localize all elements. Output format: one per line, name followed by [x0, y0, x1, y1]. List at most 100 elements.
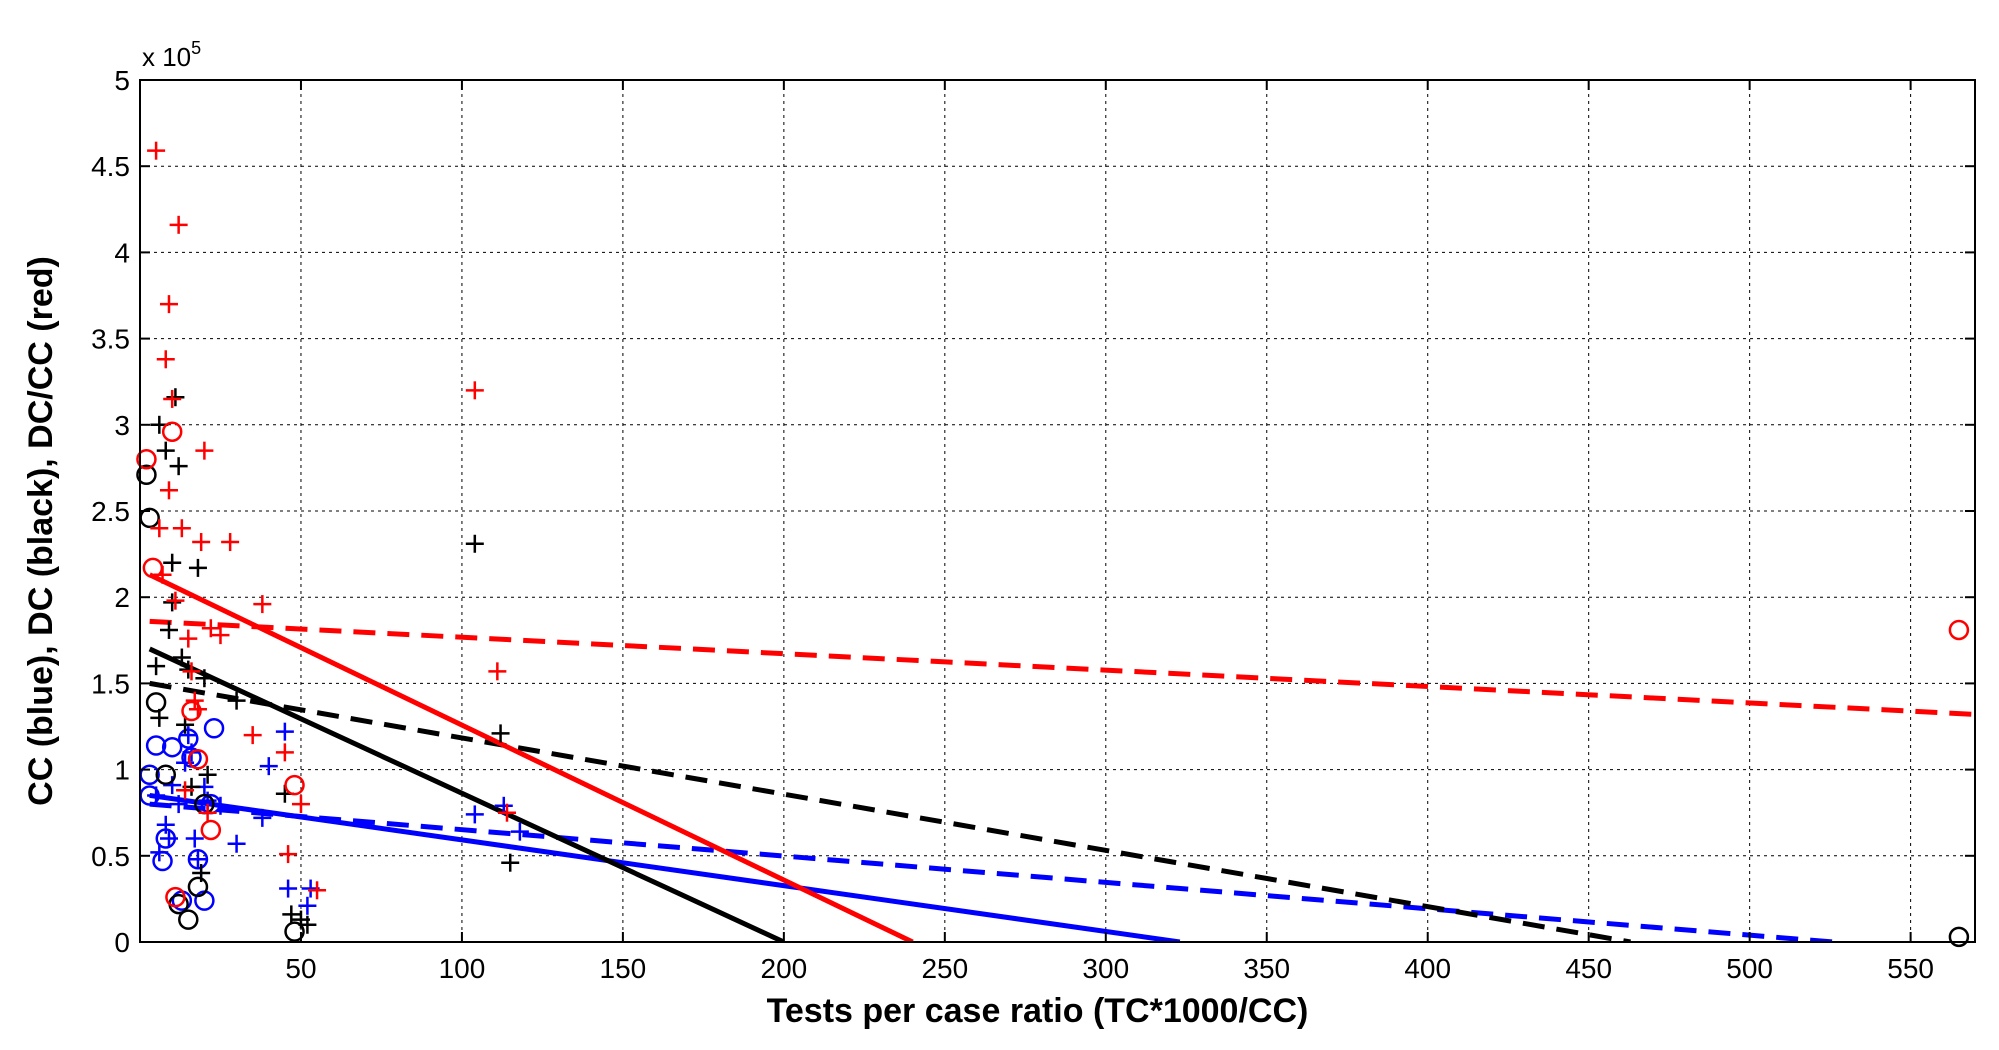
- circle-marker: [1948, 619, 1970, 641]
- trend-line: [148, 572, 914, 942]
- x-tick-label: 250: [921, 953, 968, 984]
- trend-line: [148, 646, 785, 942]
- y-tick-label: 3: [114, 410, 130, 441]
- circle-marker: [152, 850, 173, 872]
- plus-marker: [159, 829, 178, 848]
- plus-marker: [176, 753, 195, 772]
- plus-marker: [308, 881, 327, 900]
- plus-marker: [150, 519, 169, 538]
- x-tick-label: 450: [1565, 953, 1612, 984]
- circle-marker: [165, 886, 186, 908]
- plus-marker: [166, 388, 185, 407]
- plus-marker: [221, 533, 240, 552]
- trend-line: [149, 680, 1631, 942]
- plus-marker: [156, 441, 175, 460]
- x-tick-label: 300: [1082, 953, 1129, 984]
- y-axis-title: CC (blue), DC (black), DC/CC (red): [22, 256, 60, 806]
- plus-marker: [179, 629, 198, 648]
- circle-marker: [1948, 926, 1970, 948]
- x-tick-label: 200: [761, 953, 808, 984]
- plus-marker: [227, 834, 246, 853]
- plus-marker: [163, 593, 182, 612]
- plus-marker: [188, 700, 207, 719]
- y-tick-label: 4.5: [91, 151, 130, 182]
- plus-marker: [147, 141, 166, 160]
- plus-marker: [491, 724, 510, 743]
- x-tick-label: 500: [1726, 953, 1773, 984]
- x-tick-label: 50: [285, 953, 316, 984]
- plus-marker: [465, 534, 484, 553]
- plus-marker: [195, 441, 214, 460]
- plus-marker: [179, 726, 198, 745]
- plus-marker: [275, 722, 294, 741]
- plus-marker: [159, 295, 178, 314]
- y-tick-label: 5: [114, 65, 130, 96]
- plus-marker: [153, 565, 172, 584]
- plus-marker: [501, 853, 520, 872]
- plus-marker: [172, 519, 191, 538]
- y-multiplier-label: x 105: [142, 38, 201, 72]
- plus-marker: [150, 708, 169, 727]
- plus-marker: [279, 879, 298, 898]
- plus-marker: [166, 591, 185, 610]
- plus-marker: [179, 660, 198, 679]
- plus-marker: [198, 803, 217, 822]
- circle-marker: [187, 749, 209, 770]
- plus-marker: [211, 626, 230, 645]
- plus-marker: [192, 533, 211, 552]
- y-tick-label: 1.5: [91, 668, 130, 699]
- plus-marker: [253, 595, 272, 614]
- circle-marker: [200, 819, 222, 841]
- plus-marker: [243, 726, 262, 745]
- circle-marker: [161, 736, 183, 758]
- y-tick-label: 0.5: [91, 841, 130, 872]
- plus-marker: [176, 781, 195, 800]
- trend-lines: [148, 572, 1975, 942]
- plus-marker: [227, 691, 246, 710]
- plus-marker: [275, 743, 294, 762]
- plus-marker: [147, 657, 166, 676]
- circle-marker: [145, 735, 167, 756]
- circle-marker: [136, 464, 157, 486]
- plus-marker: [498, 803, 516, 822]
- y-tick-label: 2: [114, 582, 130, 613]
- plus-marker: [182, 662, 201, 681]
- plus-marker: [488, 662, 507, 681]
- plus-marker: [465, 381, 484, 400]
- y-tick-label: 2.5: [91, 496, 130, 527]
- plus-marker: [282, 905, 301, 924]
- plus-marker: [169, 457, 188, 476]
- plus-marker: [185, 829, 204, 848]
- plus-marker: [147, 786, 166, 805]
- plus-marker: [150, 843, 169, 862]
- plus-marker: [188, 850, 207, 869]
- data-markers: [136, 141, 1970, 948]
- circle-marker: [187, 876, 209, 898]
- circle-marker: [161, 421, 183, 442]
- circle-marker: [155, 764, 177, 786]
- plus-marker: [291, 795, 310, 814]
- axis-ticks: 50 100 150 200 250 300 350 400 450 500 550 0 0.5 1 1.5…: [91, 65, 1975, 984]
- y-tick-label: 0: [114, 927, 130, 958]
- grid-lines: [140, 80, 1975, 942]
- circle-marker: [178, 909, 199, 930]
- plus-marker: [192, 864, 211, 883]
- plus-marker: [298, 915, 317, 934]
- plus-marker: [259, 757, 278, 776]
- plus-marker: [465, 805, 484, 824]
- x-tick-label: 150: [600, 953, 647, 984]
- x-tick-label: 550: [1887, 953, 1934, 984]
- y-multiplier-exponent: 5: [191, 38, 201, 58]
- plus-marker: [298, 896, 317, 915]
- plus-marker: [198, 765, 217, 784]
- circle-marker: [136, 449, 157, 470]
- plus-marker: [185, 691, 204, 710]
- plus-marker: [159, 481, 178, 500]
- plus-marker: [156, 815, 175, 834]
- x-tick-label: 100: [439, 953, 486, 984]
- y-multiplier-base: x 10: [142, 42, 191, 72]
- circle-marker: [181, 700, 202, 722]
- plus-marker: [163, 553, 182, 572]
- circle-marker: [145, 692, 167, 713]
